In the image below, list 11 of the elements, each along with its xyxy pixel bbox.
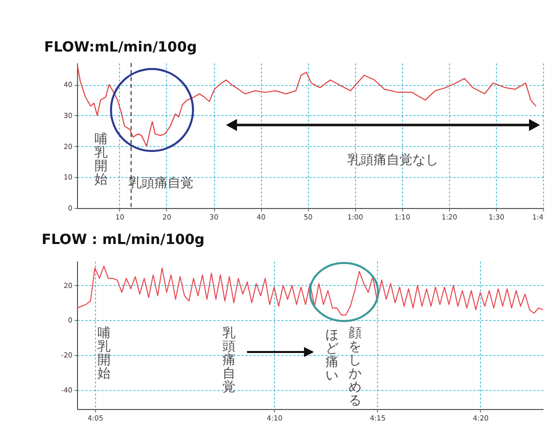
line-series	[77, 266, 543, 316]
annotation: 哺乳開始	[94, 132, 108, 188]
annotation: 顔をしかめる	[348, 326, 362, 408]
annotation: ほど痛い	[326, 328, 338, 384]
annotation: 哺乳開始	[98, 326, 110, 382]
annotation: 乳頭痛自覚	[128, 176, 194, 191]
line-series	[77, 63, 536, 147]
chart-title: FLOW:mL/min/100g	[44, 40, 197, 56]
chart-title: FLOW : mL/min/100g	[42, 232, 205, 248]
annotation: 乳頭痛自覚	[222, 326, 236, 395]
annotation: 乳頭痛自覚なし	[348, 153, 438, 168]
